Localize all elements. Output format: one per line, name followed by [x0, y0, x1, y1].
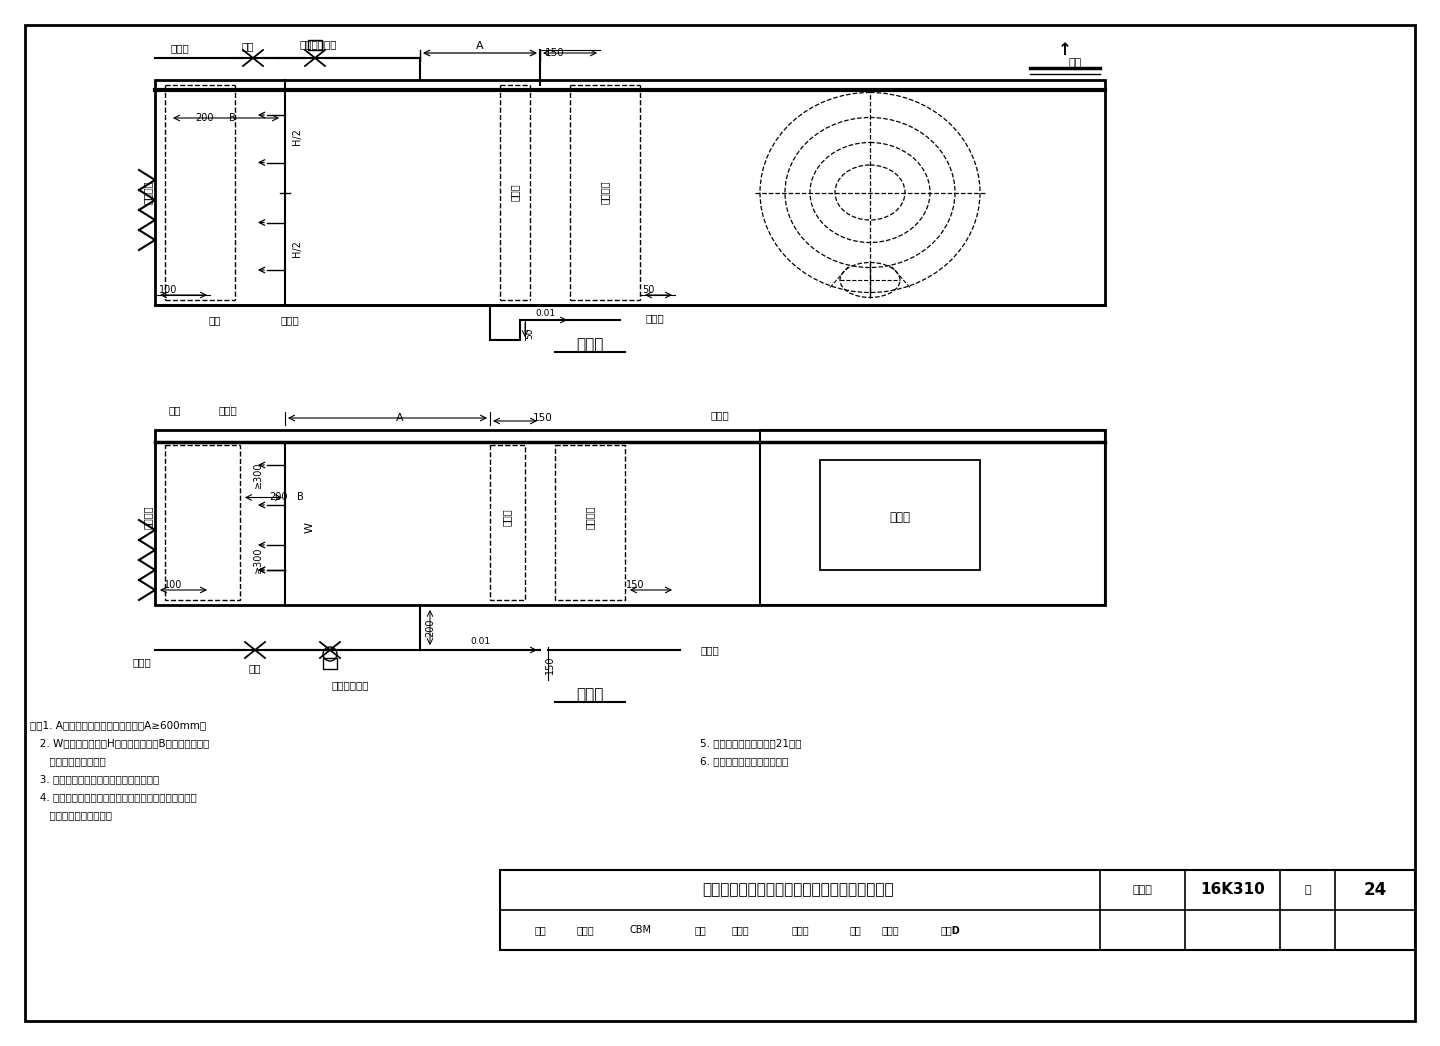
Bar [156, 430, 1104, 605]
Text: 再热盘管: 再热盘管 [600, 181, 611, 204]
Text: 100: 100 [164, 579, 183, 590]
Bar [156, 79, 1104, 305]
Bar [819, 460, 981, 570]
Text: 喷雾管: 喷雾管 [132, 657, 151, 667]
Text: 6. 图中所注尺寸均为最小值。: 6. 图中所注尺寸均为最小值。 [700, 756, 788, 766]
Text: 24: 24 [1364, 881, 1387, 899]
Text: 0.01: 0.01 [469, 637, 490, 646]
Text: 0.01: 0.01 [534, 309, 554, 318]
Text: H/2: H/2 [292, 128, 302, 144]
Text: ↑: ↑ [1058, 41, 1071, 59]
Text: A: A [396, 413, 403, 423]
Text: 滨峻D: 滨峻D [940, 925, 960, 935]
Bar [760, 430, 1104, 605]
Text: 200: 200 [196, 113, 215, 123]
Text: 挡水板: 挡水板 [510, 184, 520, 201]
Text: 平面图: 平面图 [576, 687, 603, 703]
Text: 页: 页 [1305, 885, 1310, 895]
Text: 150: 150 [533, 413, 553, 423]
Text: 蔺鹏飞: 蔺鹏飞 [881, 925, 899, 935]
Text: 员根据实际情况确定。: 员根据实际情况确定。 [30, 810, 112, 820]
Text: 审核: 审核 [534, 925, 546, 935]
Text: 4. 排水管接至排水明沟或机房地漏，具体做法由设计人: 4. 排水管接至排水明沟或机房地漏，具体做法由设计人 [30, 792, 197, 802]
Text: 送风: 送风 [1068, 58, 1081, 68]
Text: H/2: H/2 [292, 241, 302, 257]
Text: ≥300: ≥300 [253, 461, 264, 488]
Text: 排水管: 排水管 [701, 645, 720, 655]
Text: 2. W为空调箱宽度，H为空调箱高度；B的数值取决于不: 2. W为空调箱宽度，H为空调箱高度；B的数值取决于不 [30, 738, 209, 748]
Text: B: B [297, 493, 304, 502]
Text: 200: 200 [425, 618, 435, 637]
Text: 加热盘管: 加热盘管 [143, 506, 153, 529]
Text: 3. 水封高度值应根据具体风机风压复核。: 3. 水封高度值应根据具体风机风压复核。 [30, 774, 160, 784]
Bar [323, 658, 337, 669]
Text: 立面图: 立面图 [576, 338, 603, 353]
Text: 5. 安装要求详见本图集第21页。: 5. 安装要求详见本图集第21页。 [700, 738, 802, 748]
Text: 闸阀: 闸阀 [242, 41, 255, 51]
Text: A: A [477, 41, 484, 51]
Text: 高压喷雾加湿器空调机组内安装示意图（逆喷）: 高压喷雾加湿器空调机组内安装示意图（逆喷） [703, 883, 894, 897]
Text: 闸阀: 闸阀 [249, 663, 261, 673]
Text: 喷雾管电磁阀: 喷雾管电磁阀 [300, 39, 337, 49]
Text: 150: 150 [546, 48, 564, 58]
Text: 徐立平: 徐立平 [576, 925, 593, 935]
Text: 50: 50 [642, 285, 654, 295]
Text: 150: 150 [544, 656, 554, 675]
Text: CBM: CBM [629, 925, 651, 935]
Text: 喷嘴: 喷嘴 [168, 405, 181, 415]
Text: 100: 100 [158, 285, 177, 295]
Text: 排水管: 排水管 [645, 313, 664, 323]
Text: 刘海滨: 刘海滨 [732, 925, 749, 935]
Text: ≥300: ≥300 [253, 547, 264, 573]
Text: 图集号: 图集号 [1133, 885, 1152, 895]
Text: 挡水板: 挡水板 [503, 508, 513, 526]
Bar [308, 40, 323, 50]
Text: 固定架: 固定架 [219, 405, 238, 415]
Text: 再热盘管: 再热盘管 [585, 506, 595, 529]
Text: B: B [229, 113, 235, 123]
Text: 50: 50 [526, 327, 534, 339]
Text: 设计: 设计 [850, 925, 861, 935]
Text: 集水盘: 集水盘 [281, 315, 300, 325]
Text: 16K310: 16K310 [1200, 883, 1264, 897]
Text: 送风段: 送风段 [890, 511, 910, 524]
Text: 200: 200 [269, 493, 287, 502]
Text: 喷嘴: 喷嘴 [209, 315, 222, 325]
Bar [166, 445, 240, 600]
Text: 喷雾管: 喷雾管 [170, 43, 190, 53]
Text: W: W [305, 522, 315, 533]
Text: 同厂家喷嘴的规格。: 同厂家喷嘴的规格。 [30, 756, 105, 766]
Text: 加热盘管: 加热盘管 [143, 181, 153, 204]
Text: 校对: 校对 [694, 925, 706, 935]
Text: 注：1. A为吸收距离，高压喷雾加湿器A≥600mm。: 注：1. A为吸收距离，高压喷雾加湿器A≥600mm。 [30, 720, 206, 730]
Text: 150: 150 [626, 579, 644, 590]
Bar [554, 445, 625, 600]
Text: 集水盘: 集水盘 [710, 410, 730, 420]
Bar [500, 870, 1416, 950]
Text: 一刷题: 一刷题 [791, 925, 809, 935]
Bar [490, 445, 526, 600]
Text: 喷雾管电磁阀: 喷雾管电磁阀 [331, 680, 369, 690]
